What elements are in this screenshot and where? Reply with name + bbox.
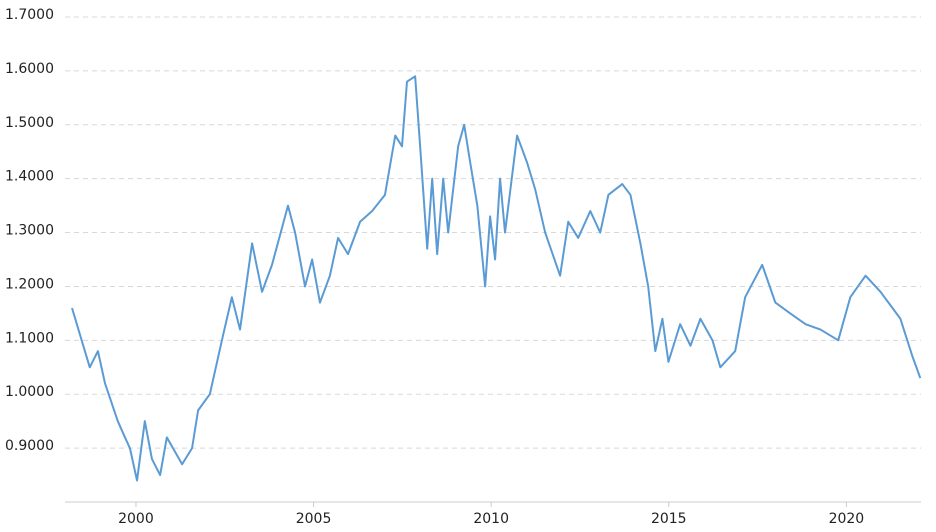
x-tick-label: 2000 — [118, 511, 154, 527]
x-tick-label: 2010 — [473, 511, 509, 527]
y-tick-label: 1.3000 — [5, 223, 54, 239]
y-tick-label: 1.5000 — [5, 115, 54, 131]
x-tick-label: 2015 — [651, 511, 687, 527]
x-tick-label: 2005 — [296, 511, 332, 527]
y-tick-label: 1.2000 — [5, 276, 54, 292]
y-tick-label: 1.1000 — [5, 330, 54, 346]
x-tick-label: 2020 — [829, 511, 865, 527]
y-tick-label: 0.9000 — [5, 438, 54, 454]
data-line — [71, 75, 922, 482]
y-tick-label: 1.6000 — [5, 61, 54, 77]
y-tick-label: 1.0000 — [5, 384, 54, 400]
y-tick-label: 1.7000 — [5, 7, 54, 23]
y-tick-label: 1.4000 — [5, 169, 54, 185]
